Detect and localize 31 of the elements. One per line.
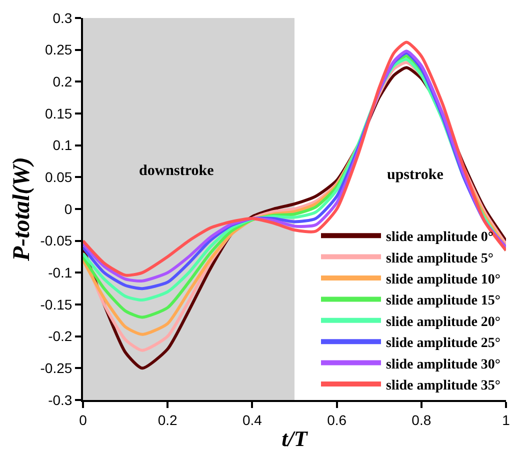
x-tick-label: 0 [79,412,88,428]
annotation: downstroke [139,163,214,179]
legend-label: slide amplitude 25° [386,336,501,352]
legend-label: slide amplitude 10° [386,272,501,288]
x-tick-label: 0.4 [242,412,262,428]
y-tick-label: -0.2 [48,328,72,344]
y-tick-label: 0.3 [52,10,72,26]
y-tick-label: -0.1 [48,264,72,281]
legend-label: slide amplitude 30° [386,357,501,372]
y-tick-label: 0.1 [52,137,72,154]
legend-label: slide amplitude 35° [386,378,501,394]
x-axis-title: t/T [282,426,309,452]
y-axis-title: P-total(W) [8,157,35,262]
x-tick-label: 1 [502,412,510,428]
y-tick-label: 0.05 [44,169,72,186]
legend-label: slide amplitude 20° [386,314,501,330]
annotation: upstroke [387,167,444,183]
y-tick-label: -0.25 [40,360,72,376]
x-tick-label: 0.2 [158,412,178,428]
y-tick-label: -0.05 [40,232,72,249]
x-tick-label: 0.8 [412,412,432,428]
y-tick-label: -0.15 [40,296,72,312]
y-tick-label: 0.15 [44,105,72,122]
legend-label: slide amplitude 5° [386,251,494,266]
y-tick-label: -0.3 [48,392,72,408]
y-tick-label: 0.2 [52,74,72,90]
legend-label: slide amplitude 0° [386,230,494,246]
y-tick-label: 0.25 [44,42,72,58]
y-tick-label: 0 [64,200,72,217]
x-tick-label: 0.6 [327,412,347,428]
legend-label: slide amplitude 15° [386,294,501,309]
